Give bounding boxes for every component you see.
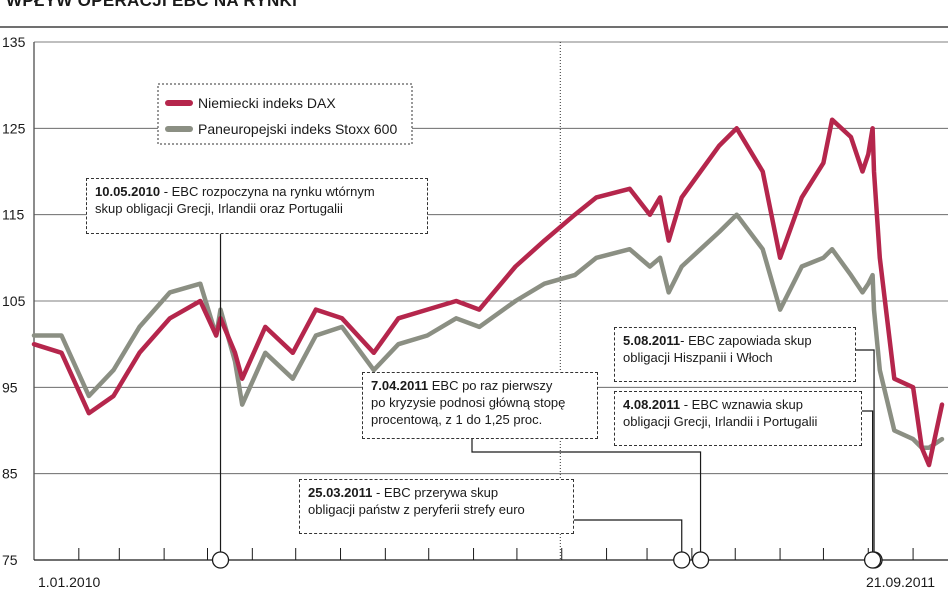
annotation-date: 25.03.2011 xyxy=(308,485,373,500)
annotation-25-03-2011: 25.03.2011 - EBC przerywa skup obligacji… xyxy=(299,479,574,534)
annotation-text: po kryzysie podnosi główną stopę xyxy=(371,395,566,410)
x-start-label: 1.01.2010 xyxy=(38,574,101,590)
legend-label: Paneuropejski indeks Stoxx 600 xyxy=(198,121,397,137)
annotation-text: obligacji państw z peryferii strefy euro xyxy=(308,502,525,517)
y-tick-label: 135 xyxy=(2,34,26,50)
series-line xyxy=(31,212,945,451)
series-lines xyxy=(31,117,945,468)
annotation-10-05-2010: 10.05.2010 - EBC rozpoczyna na rynku wtó… xyxy=(86,178,428,234)
annotation-date: 10.05.2010 xyxy=(95,184,161,199)
x-axis-ticks xyxy=(33,548,914,560)
annotation-text: obligacji Hiszpanii i Włoch xyxy=(623,350,773,365)
y-tick-label: 125 xyxy=(2,120,26,136)
annotation-text: skup obligacji Grecji, Irlandii oraz Por… xyxy=(95,201,343,216)
legend: Niemiecki indeks DAX Paneuropejski indeks… xyxy=(157,83,413,145)
annotation-text: - EBC rozpoczyna na rynku wtórnym xyxy=(160,184,375,199)
leader-25-03-2011 xyxy=(574,519,683,552)
annotation-leaders xyxy=(211,234,883,569)
leader-7-04-2011 xyxy=(471,439,702,552)
annotation-date: 7.04.2011 xyxy=(371,378,429,393)
event-marker-7-04-2011 xyxy=(691,551,710,569)
annotation-text: obligacji Grecji, Irlandii i Portugalii xyxy=(623,414,818,429)
y-axis-ticks: 135 125 115 105 95 85 75 xyxy=(2,34,26,568)
annotation-5-08-2011: 5.08.2011- EBC zapowiada skup obligacji … xyxy=(614,327,856,382)
chart-title: WPŁYW OPERACJI EBC NA RYNKI xyxy=(6,0,298,10)
legend-box xyxy=(157,83,413,145)
y-tick-label: 115 xyxy=(2,207,25,223)
legend-label: Niemiecki indeks DAX xyxy=(198,95,336,111)
series-line xyxy=(31,117,945,468)
event-marker-4-08-2011 xyxy=(863,551,882,569)
annotation-date: 4.08.2011 xyxy=(623,397,681,412)
event-marker-25-03-2011 xyxy=(673,551,691,569)
leader-5-08-2011 xyxy=(856,349,875,552)
annotation-4-08-2011: 4.08.2011 - EBC wznawia skup obligacji G… xyxy=(614,391,862,446)
annotation-text: - EBC zapowiada skup xyxy=(680,333,812,348)
event-marker-10-05-2010 xyxy=(211,551,230,569)
annotation-text: - EBC wznawia skup xyxy=(680,397,803,412)
annotation-text: procentową, z 1 do 1,25 proc. xyxy=(371,412,543,427)
leader-4-08-2011 xyxy=(862,410,874,552)
annotation-7-04-2011: 7.04.2011 EBC po raz pierwszy po kryzysi… xyxy=(362,372,598,439)
y-tick-label: 85 xyxy=(2,466,18,482)
annotation-date: 5.08.2011 xyxy=(623,333,681,348)
annotation-text: EBC po raz pierwszy xyxy=(428,378,553,393)
y-tick-label: 105 xyxy=(2,293,26,309)
y-tick-label: 75 xyxy=(2,552,18,568)
x-end-label: 21.09.2011 xyxy=(866,574,936,590)
y-tick-label: 95 xyxy=(2,379,18,395)
annotation-text: - EBC przerywa skup xyxy=(372,485,499,500)
